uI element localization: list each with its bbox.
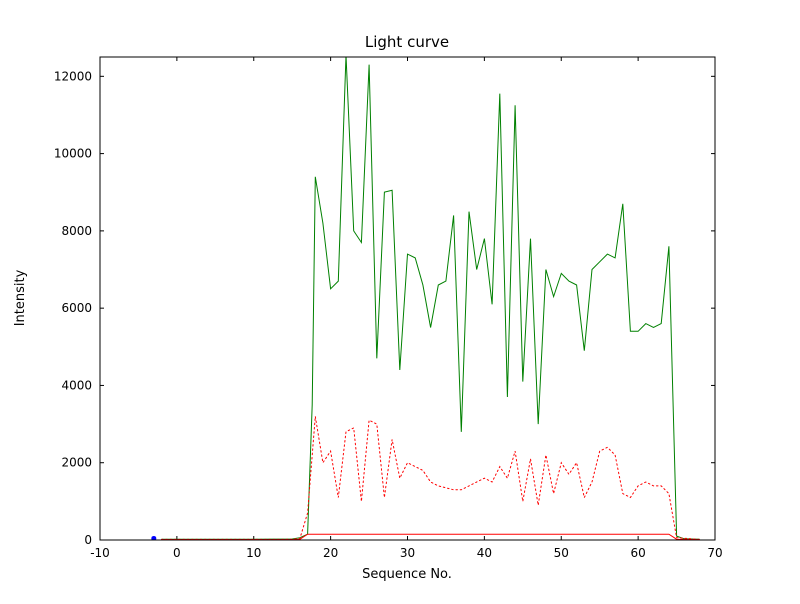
- axes-frame: [99, 56, 716, 541]
- y-tick-label: 2000: [61, 456, 92, 470]
- x-tick-label: -10: [90, 546, 110, 560]
- x-tick-label: 30: [400, 546, 415, 560]
- start-marker-blue-point: [151, 535, 157, 540]
- y-tick-label: 4000: [61, 378, 92, 392]
- y-tick-label: 6000: [61, 301, 92, 315]
- data-series-layer: [151, 57, 701, 540]
- y-tick-label: 12000: [54, 69, 92, 83]
- x-tick-label: 20: [323, 546, 338, 560]
- x-tick-label: 40: [477, 546, 492, 560]
- y-axis-label: Intensity: [13, 269, 28, 326]
- intensity-green-line: [161, 57, 700, 540]
- y-tick-label: 8000: [61, 224, 92, 238]
- y-tick-label: 0: [84, 533, 92, 547]
- x-tick-label: 50: [554, 546, 569, 560]
- x-tick-label: 10: [246, 546, 261, 560]
- x-tick-label: 0: [173, 546, 181, 560]
- x-axis-label: Sequence No.: [362, 567, 452, 582]
- background-red-dotted-line: [161, 416, 701, 540]
- baseline-red-solid-line: [161, 533, 700, 540]
- x-tick-label: 70: [707, 546, 722, 560]
- x-tick-label: 60: [630, 546, 645, 560]
- axis-ticks: -10 0 10 20 30 40 50 60 700200040006000800010000…: [54, 57, 723, 560]
- chart-title: Light curve: [365, 33, 449, 51]
- y-tick-label: 10000: [54, 147, 92, 161]
